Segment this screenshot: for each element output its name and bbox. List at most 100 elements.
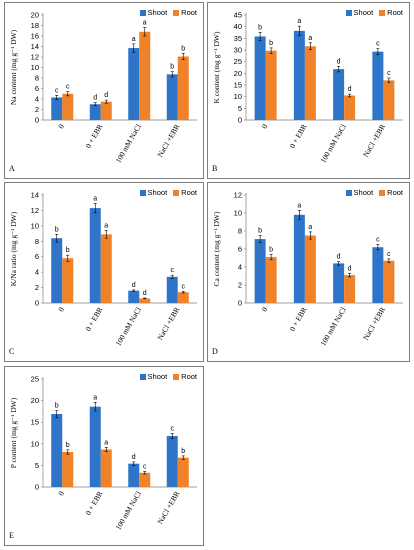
x-tick-label: 0	[260, 305, 270, 313]
bar-shoot	[51, 238, 63, 303]
bar-shoot	[51, 413, 63, 487]
bar-root	[100, 234, 112, 303]
bar-shoot	[51, 97, 63, 120]
significance-letter: d	[348, 265, 352, 272]
legend: Shoot Root	[139, 8, 197, 17]
significance-letter: b	[55, 403, 59, 410]
error-bar	[55, 234, 59, 243]
y-axis-label: P content (mg g⁻¹ DW)	[9, 397, 18, 468]
error-bar	[104, 99, 108, 104]
error-bar	[387, 258, 391, 263]
error-bar	[376, 244, 380, 251]
y-tick-label: 4	[35, 95, 39, 104]
x-tick-label: NaCl +EBR	[361, 306, 387, 342]
bar-root	[62, 258, 74, 303]
error-bar	[170, 274, 174, 279]
y-tick-label: 0	[238, 299, 242, 308]
error-bar	[66, 449, 70, 455]
bar-shoot	[372, 247, 384, 303]
bar-shoot	[333, 69, 345, 120]
y-tick-label: 6	[35, 84, 39, 93]
legend: Shoot Root	[139, 372, 197, 381]
bar-root	[344, 275, 356, 303]
bar-root	[62, 93, 74, 120]
significance-letter: c	[387, 251, 391, 258]
legend: Shoot Root	[345, 8, 403, 17]
significance-letter: d	[132, 454, 136, 461]
significance-letter: a	[297, 18, 301, 25]
y-tick-label: 14	[31, 191, 39, 200]
bar-shoot	[89, 208, 101, 303]
bar-root	[139, 31, 151, 120]
significance-letter: c	[376, 41, 380, 48]
chart-panel-e: Shoot Root E P content (mg g⁻¹ DW) 0 5 10 15 20 2…	[4, 366, 204, 546]
x-tick-label: NaCl +EBR	[361, 123, 387, 159]
y-tick-label: 2	[35, 283, 39, 292]
bar-root	[383, 260, 395, 303]
y-tick-label: 10	[31, 221, 39, 230]
y-axis-label: K/Na ratio (mg g⁻¹ DW)	[9, 211, 18, 286]
panel-label: D	[212, 347, 218, 356]
significance-letter: b	[66, 247, 70, 254]
legend-label-root: Root	[181, 8, 197, 17]
significance-letter: b	[66, 442, 70, 449]
x-tick-label: 0 + EBR	[288, 306, 309, 333]
x-tick-label: NaCl +EBR	[155, 490, 181, 526]
bar-shoot	[89, 104, 101, 120]
bar-root	[177, 56, 189, 120]
y-tick-label: 8	[238, 227, 242, 236]
chart-svg: K content (mg g⁻¹ DW) 0 5 10 15 20 25 30 35 40 45 b…	[212, 11, 403, 165]
error-bar	[181, 455, 185, 460]
legend-item-root: Root	[379, 8, 403, 17]
chart-svg: P content (mg g⁻¹ DW) 0 5 10 15 20 25 b b 0 a a 0 + …	[9, 375, 197, 532]
significance-letter: a	[297, 202, 301, 209]
significance-letter: c	[143, 463, 147, 470]
legend-label-root: Root	[181, 372, 197, 381]
y-tick-label: 20	[31, 11, 39, 20]
y-tick-label: 18	[31, 21, 39, 30]
significance-letter: b	[170, 64, 174, 71]
significance-letter: d	[93, 95, 97, 102]
legend-label-shoot: Shoot	[353, 188, 374, 197]
error-bar	[337, 66, 341, 73]
panel-label: B	[212, 164, 218, 173]
legend-label-root: Root	[387, 188, 403, 197]
bar-root	[177, 457, 189, 487]
legend-item-shoot: Shoot	[139, 188, 167, 197]
error-bar	[55, 410, 59, 418]
y-tick-label: 10	[234, 92, 242, 101]
chart-panel-d: Shoot Root D Ca content (mg g⁻¹ DW) 0 2 4 6 8 10 1…	[207, 182, 410, 362]
legend-item-shoot: Shoot	[345, 8, 373, 17]
panel-label: E	[9, 531, 14, 540]
significance-letter: b	[258, 24, 262, 31]
y-tick-label: 20	[234, 69, 242, 78]
error-bar	[104, 230, 108, 239]
chart-panel-a: Shoot Root A Na content (mg g⁻¹ DW) 0 2 4 6 8 10 1…	[4, 2, 204, 179]
error-bar	[181, 291, 185, 294]
panel-label: C	[9, 347, 15, 356]
legend-swatch-root	[379, 189, 386, 196]
y-axis-label: Na content (mg g⁻¹ DW)	[9, 29, 18, 105]
error-bar	[348, 93, 352, 98]
error-bar	[297, 209, 301, 220]
y-tick-label: 16	[31, 32, 39, 41]
significance-letter: d	[337, 58, 341, 65]
significance-letter: c	[387, 70, 391, 77]
bar-root	[100, 449, 112, 487]
x-tick-label: 100 mM NaCl	[114, 306, 143, 348]
error-bar	[132, 43, 136, 53]
x-tick-label: 0	[56, 305, 66, 313]
bar-root	[177, 292, 189, 303]
legend-label-root: Root	[181, 188, 197, 197]
y-tick-label: 2	[238, 281, 242, 290]
bar-shoot	[128, 463, 140, 487]
legend-item-shoot: Shoot	[345, 188, 374, 197]
chart-svg: K/Na ratio (mg g⁻¹ DW) 0 2 4 6 8 10 12 14 b b 0 a a 0 …	[9, 191, 197, 348]
y-axis-label: Ca content (mg g⁻¹ DW)	[212, 211, 221, 286]
bar-shoot	[293, 30, 305, 120]
bar-shoot	[293, 214, 305, 303]
significance-letter: c	[171, 425, 175, 432]
legend-swatch-shoot	[139, 189, 146, 196]
x-tick-label: 0 + EBR	[84, 123, 105, 150]
error-bar	[258, 235, 262, 244]
